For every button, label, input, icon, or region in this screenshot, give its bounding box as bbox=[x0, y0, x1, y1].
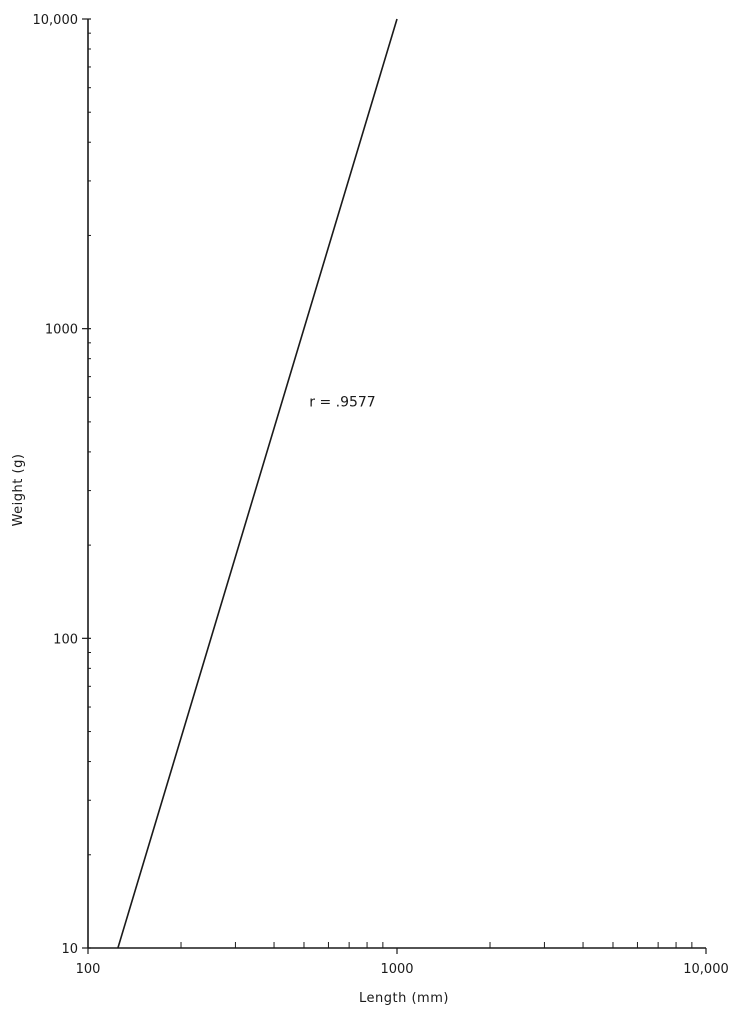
x-tick-label: 1000 bbox=[380, 962, 413, 977]
x-tick-label: 100 bbox=[76, 962, 101, 977]
y-tick-label: 10,000 bbox=[33, 13, 79, 28]
y-tick-label: 1000 bbox=[45, 323, 78, 338]
x-axis-ticks: 100 1000 10,000 bbox=[76, 942, 729, 977]
series-layer bbox=[117, 18, 398, 949]
annotation-layer: r = .9577 bbox=[309, 395, 375, 411]
regression-line bbox=[117, 18, 398, 949]
y-tick-label: 10 bbox=[61, 942, 78, 957]
x-axis-title: Length (mm) bbox=[359, 991, 449, 1006]
y-tick-label: 100 bbox=[53, 632, 78, 647]
axes bbox=[87, 19, 706, 949]
x-tick-label: 10,000 bbox=[683, 962, 729, 977]
correlation-annotation: r = .9577 bbox=[309, 395, 375, 411]
y-axis-ticks: 10 100 1000 10,000 bbox=[33, 13, 91, 957]
y-axis-title: Weight (g) bbox=[11, 454, 26, 527]
